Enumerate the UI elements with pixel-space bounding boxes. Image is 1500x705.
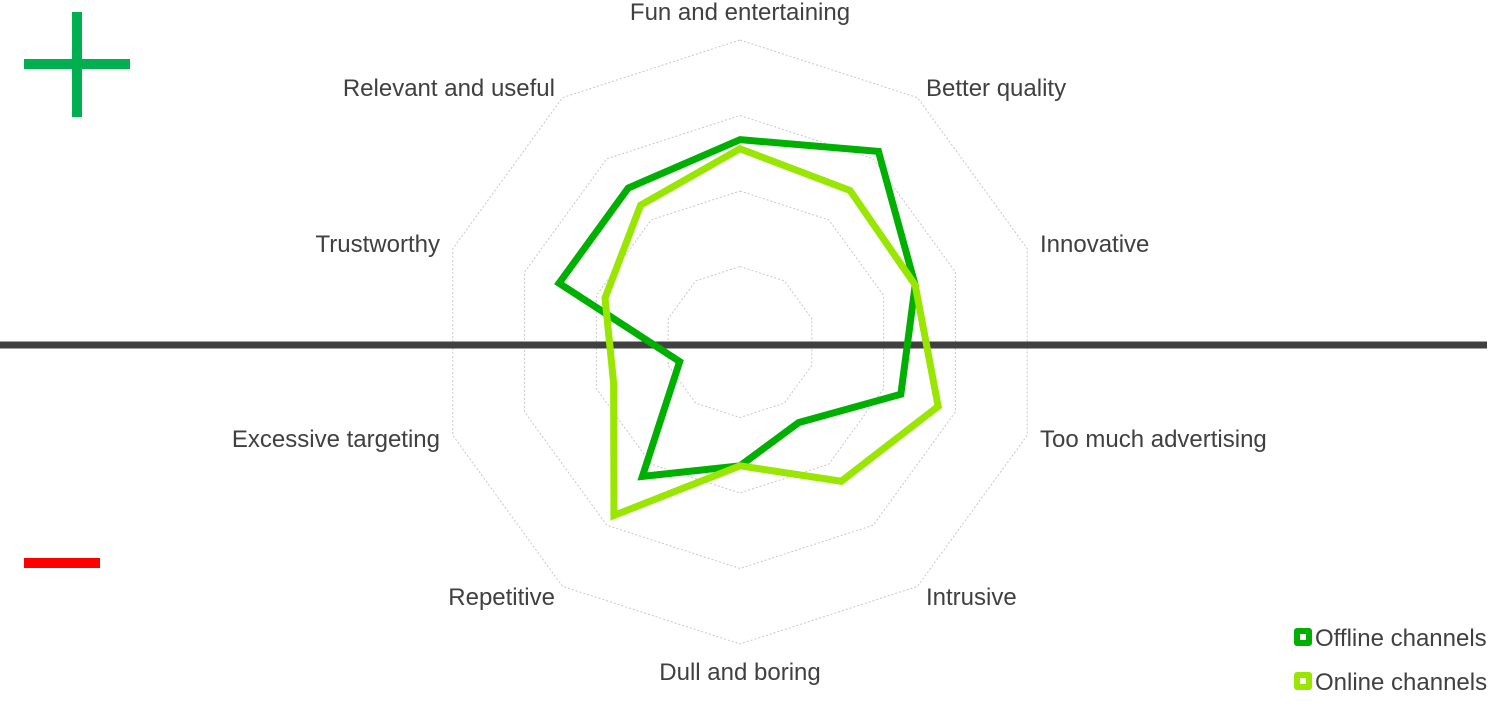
minus-icon: [24, 558, 100, 568]
axis-label: Dull and boring: [659, 659, 820, 686]
axis-label: Relevant and useful: [343, 75, 555, 102]
axis-label: Fun and entertaining: [630, 0, 850, 26]
grid-ring: [524, 114, 956, 570]
plus-icon: [72, 12, 82, 117]
axis-label: Excessive targeting: [232, 426, 440, 453]
legend-label: Online channels: [1315, 669, 1487, 696]
legend-swatch-center: [1300, 634, 1306, 640]
axis-label: Repetitive: [448, 584, 555, 611]
axis-label: Intrusive: [926, 584, 1017, 611]
axis-label: Better quality: [926, 75, 1066, 102]
series-line-1: [601, 144, 943, 521]
grid-ring: [452, 39, 1028, 645]
legend-swatch-center: [1300, 678, 1306, 684]
axis-label: Too much advertising: [1040, 426, 1267, 453]
grid-ring: [667, 265, 813, 419]
axis-label: Innovative: [1040, 231, 1149, 258]
legend-label: Offline channels: [1315, 625, 1487, 652]
axis-label: Trustworthy: [316, 231, 440, 258]
